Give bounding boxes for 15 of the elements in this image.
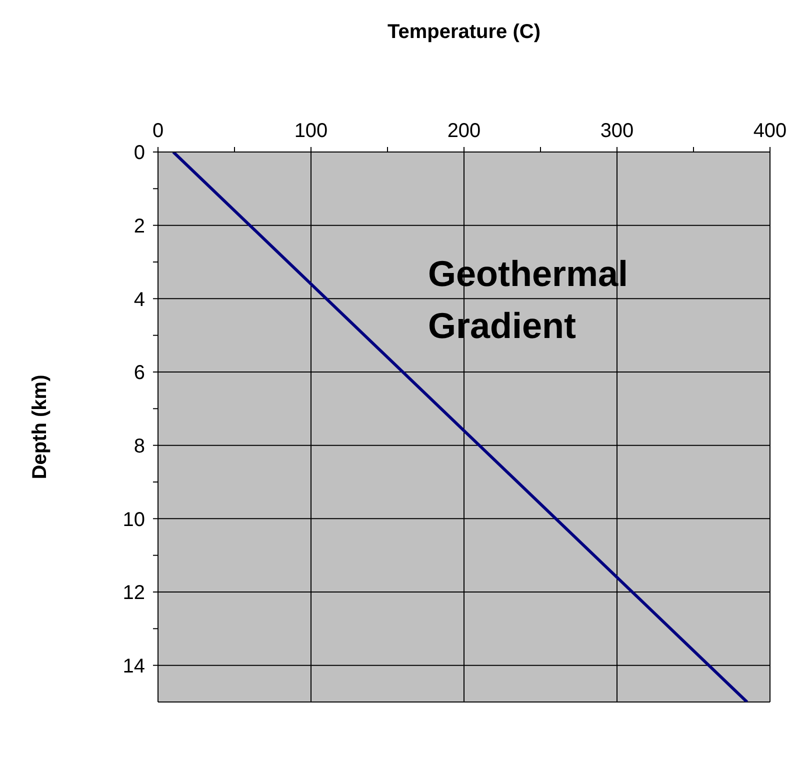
y-tick-label: 10 bbox=[122, 508, 145, 531]
x-tick-label: 300 bbox=[600, 120, 634, 142]
y-tick-label: 4 bbox=[134, 288, 145, 311]
y-tick-label: 8 bbox=[134, 435, 145, 458]
y-tick-label: 2 bbox=[134, 215, 145, 238]
x-tick-label: 400 bbox=[753, 120, 787, 142]
x-tick-label: 200 bbox=[447, 120, 481, 142]
y-tick-label: 0 bbox=[134, 142, 145, 164]
x-tick-label: 100 bbox=[294, 120, 328, 142]
y-axis-title: Depth (km) bbox=[29, 374, 51, 480]
y-tick-label: 12 bbox=[122, 582, 145, 604]
x-axis-title: Temperature (C) bbox=[388, 21, 540, 43]
y-tick-label: 6 bbox=[134, 362, 145, 384]
y-tick-label: 14 bbox=[122, 655, 145, 678]
x-tick-label: 0 bbox=[152, 120, 164, 142]
